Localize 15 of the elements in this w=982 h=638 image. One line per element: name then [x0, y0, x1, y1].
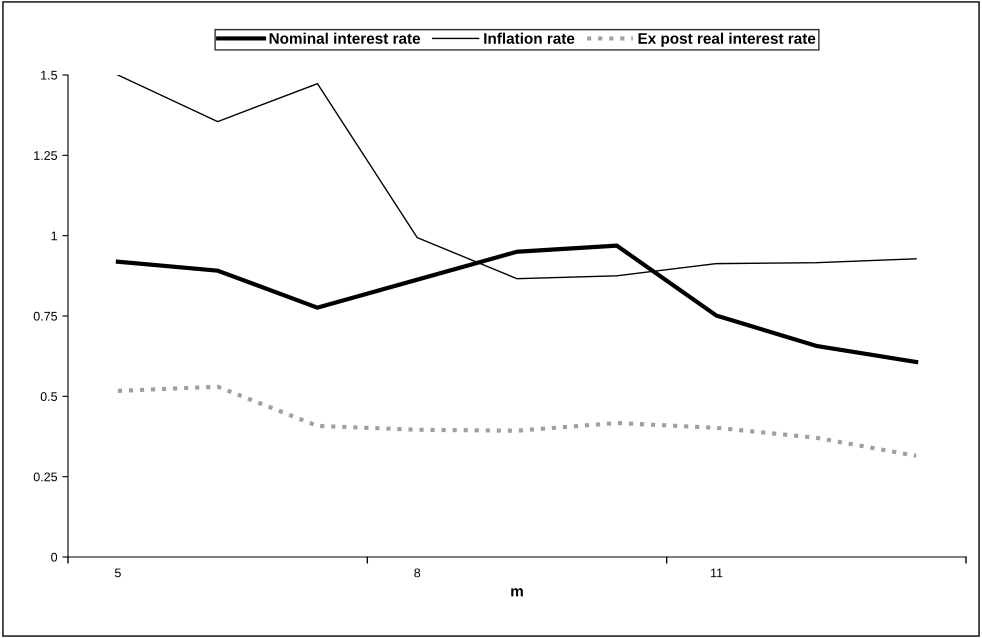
y-tick-label: 1.5	[41, 70, 58, 80]
x-tick-label: 5	[114, 568, 121, 578]
y-tick-label: 0.25	[34, 472, 58, 482]
y-tick-label: 0.5	[40, 392, 58, 401]
legend-label: Nominal interest rate	[270, 32, 420, 44]
x-axis-title: m	[511, 588, 523, 596]
x-tick-label: 8	[414, 568, 420, 578]
legend-label: Inflation rate	[484, 32, 574, 44]
y-tick-label: 0	[51, 552, 58, 562]
y-tick-label: 0.75	[34, 312, 58, 321]
line-series	[116, 384, 918, 458]
x-tick-label: 11	[711, 568, 722, 578]
legend-label: Ex post real interest rate	[638, 32, 816, 47]
y-tick-label: 1.25	[34, 151, 58, 160]
y-tick-label: 1	[52, 232, 57, 240]
